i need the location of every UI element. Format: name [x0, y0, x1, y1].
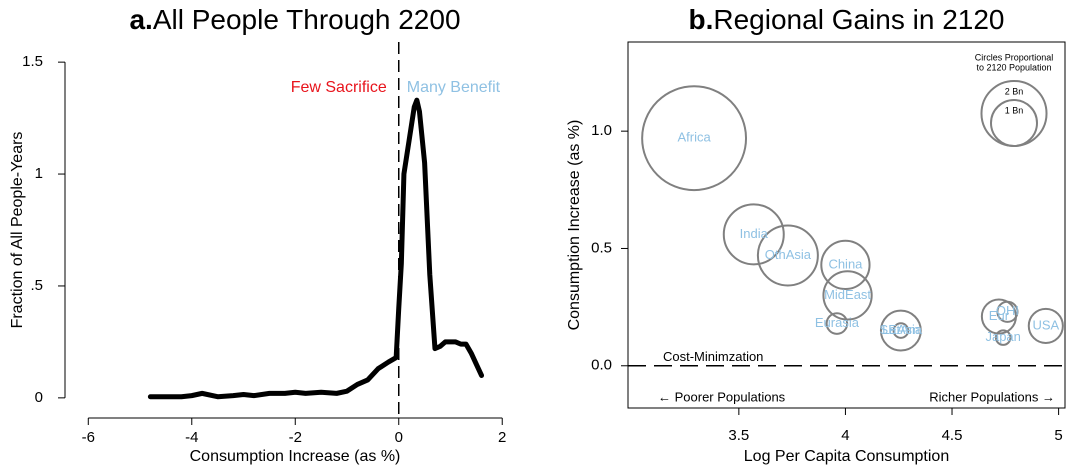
- x-tick-label: -4: [185, 429, 198, 446]
- bubble-label: USA: [1032, 317, 1059, 332]
- bubble: [822, 270, 873, 321]
- plot-frame: [627, 41, 1066, 409]
- panel-label: a.: [129, 4, 152, 35]
- y-tick-label: 1: [35, 165, 43, 182]
- y-tick-label: 0: [35, 389, 43, 406]
- bubble-label: MidEast: [824, 287, 871, 302]
- legend-label: 1 Bn: [1005, 105, 1024, 115]
- bubble: [820, 239, 871, 291]
- x-tick-label: 5: [1054, 427, 1062, 444]
- bubble: [756, 224, 819, 287]
- bubble: [641, 85, 748, 192]
- bubble-label: LatAm: [882, 322, 920, 337]
- x-tick-label: 0: [395, 429, 403, 446]
- bubble: [994, 329, 1012, 346]
- y-axis-title: Fraction of All People-Years: [9, 132, 26, 329]
- legend-title: to 2120 Population: [976, 62, 1051, 72]
- x-tick-label: -2: [289, 429, 302, 446]
- x-tick-label: 3.5: [728, 427, 749, 444]
- panel-label: b.: [689, 4, 714, 35]
- bubble: [879, 309, 922, 352]
- bubble: [722, 203, 785, 266]
- bubble-label: Eur: [989, 308, 1010, 323]
- chart-title: b.Regional Gains in 2120: [689, 4, 1005, 35]
- y-tick-label: .5: [30, 277, 43, 294]
- bubble: [892, 322, 910, 339]
- x-tick-label: 2: [498, 429, 506, 446]
- bubble-label: India: [740, 226, 769, 241]
- chart-title: a.All People Through 2200: [129, 4, 460, 35]
- legend-bubble: [990, 99, 1038, 147]
- reference-label: Cost-Minimzation: [663, 349, 763, 364]
- bubble-label: China: [828, 256, 863, 271]
- x-axis-title: Log Per Capita Consumption: [744, 448, 949, 465]
- y-tick-label: 1.0: [591, 122, 612, 139]
- bubble: [1027, 307, 1064, 344]
- x-tick-label: 4: [841, 427, 849, 444]
- x-tick-label: -6: [82, 429, 95, 446]
- x-note: Richer Populations →: [929, 389, 1055, 404]
- bubble-label: SEAsia: [880, 322, 923, 337]
- bubble-label: Africa: [677, 130, 711, 145]
- title-text: Regional Gains in 2120: [713, 4, 1004, 35]
- x-tick-label: 4.5: [942, 427, 963, 444]
- annotation: Many Benefit: [407, 79, 501, 96]
- bubble-label: Japan: [985, 329, 1020, 344]
- x-note: ← Poorer Populations: [658, 389, 786, 404]
- y-tick-label: 1.5: [22, 53, 43, 70]
- bubble-label: OthAsia: [765, 247, 812, 262]
- annotation: Few Sacrifice: [291, 79, 387, 96]
- y-tick-label: 0.0: [591, 357, 612, 374]
- legend-label: 2 Bn: [1005, 86, 1024, 96]
- title-text: All People Through 2200: [153, 4, 461, 35]
- legend-title: Circles Proportional: [975, 52, 1054, 62]
- x-axis-title: Consumption Increase (as %): [190, 448, 401, 465]
- bubble-label: OHI: [996, 303, 1019, 318]
- bubble: [825, 312, 849, 335]
- bubble: [996, 300, 1019, 323]
- bubble-label: Eurasia: [815, 315, 860, 330]
- data-line: [147, 97, 485, 400]
- y-tick-label: 0.5: [591, 239, 612, 256]
- y-axis-title: Consumption Increase (as %): [566, 120, 583, 331]
